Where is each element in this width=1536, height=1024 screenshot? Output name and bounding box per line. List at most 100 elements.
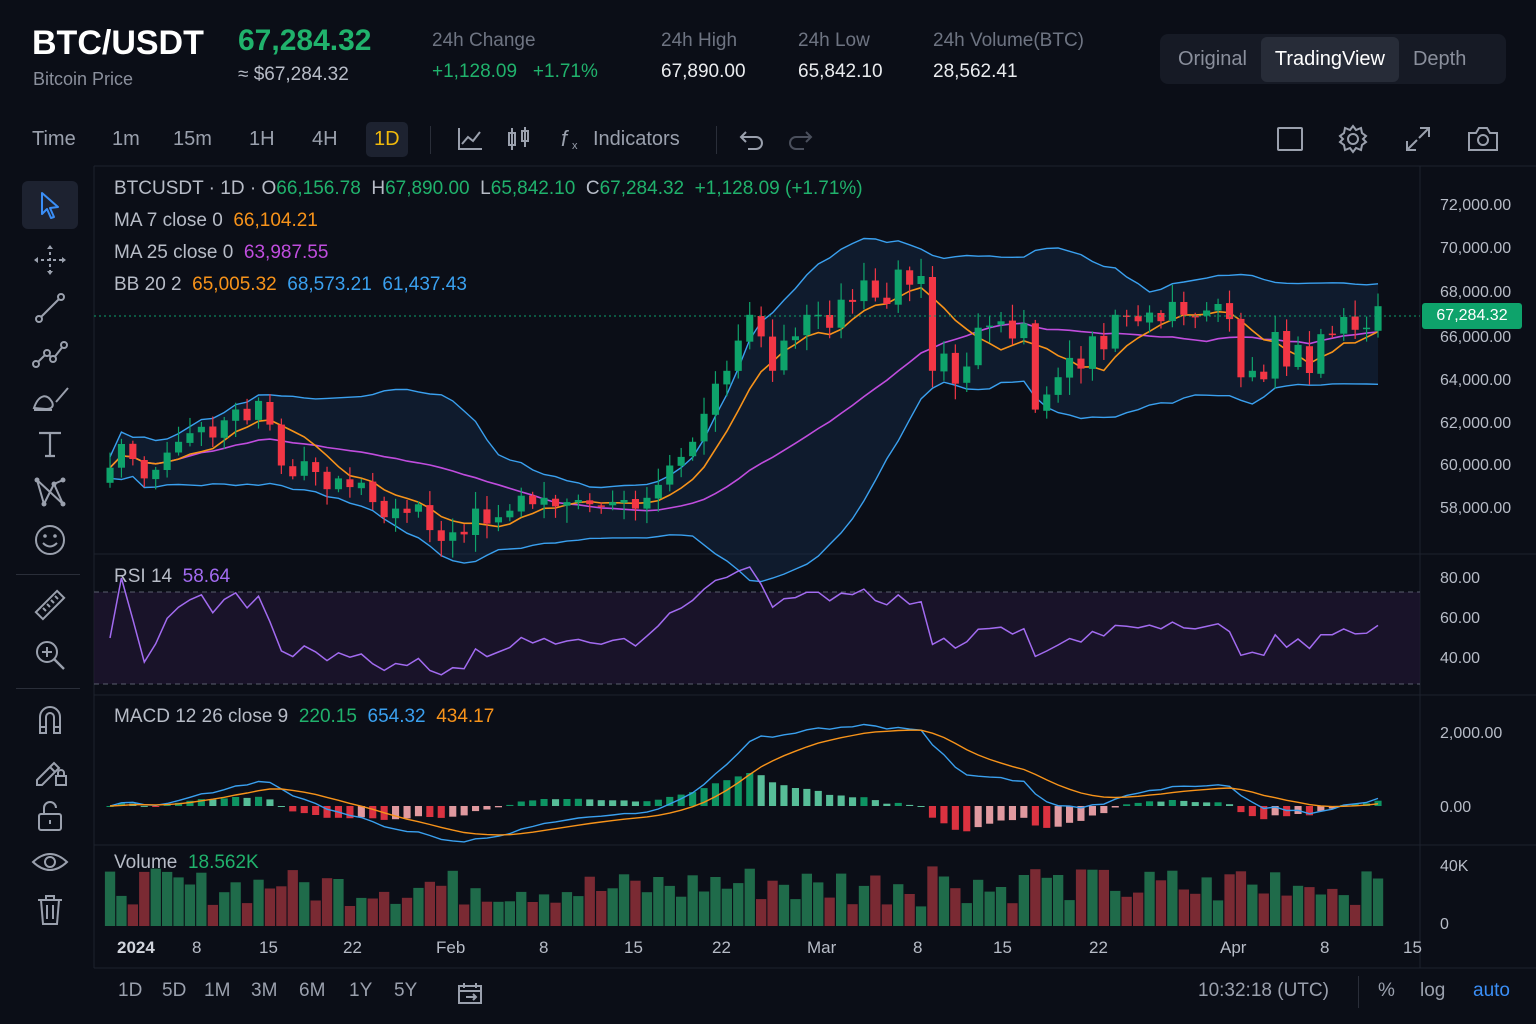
interval-4h[interactable]: 4H bbox=[312, 128, 338, 150]
camera-icon[interactable] bbox=[1463, 120, 1503, 158]
macd-histogram-bar bbox=[1214, 802, 1222, 806]
bb-legend[interactable]: BB 20 2 65,005.32 68,573.21 61,437.43 bbox=[114, 274, 467, 296]
eye-icon[interactable] bbox=[22, 838, 78, 886]
volume-bar bbox=[550, 902, 561, 926]
indicators-button[interactable]: Indicators bbox=[593, 128, 680, 150]
range-1m[interactable]: 1M bbox=[204, 980, 231, 1001]
interval-time[interactable]: Time bbox=[32, 128, 76, 150]
volume-bar bbox=[744, 868, 755, 926]
volume-bar bbox=[584, 876, 595, 926]
candle-body bbox=[928, 277, 936, 371]
macd-histogram-bar bbox=[1374, 800, 1382, 806]
ma7-legend[interactable]: MA 7 close 0 66,104.21 bbox=[114, 210, 318, 232]
range-1d[interactable]: 1D bbox=[118, 980, 143, 1001]
macd-histogram-bar bbox=[631, 801, 639, 806]
candle-body bbox=[540, 497, 548, 505]
text-tool-icon[interactable] bbox=[22, 420, 78, 468]
log-scale-toggle[interactable]: log bbox=[1420, 980, 1446, 1001]
price-tick: 72,000.00 bbox=[1440, 197, 1512, 214]
time-tick: Feb bbox=[436, 938, 466, 957]
legend-close: 67,284.32 bbox=[599, 178, 685, 199]
candles-icon[interactable] bbox=[499, 120, 539, 158]
smiley-icon[interactable] bbox=[22, 516, 78, 564]
bb-upper-line bbox=[109, 237, 1379, 489]
line-chart-icon[interactable] bbox=[450, 120, 490, 158]
range-1y[interactable]: 1Y bbox=[349, 980, 373, 1001]
interval-1h[interactable]: 1H bbox=[249, 128, 275, 150]
brush-icon[interactable] bbox=[22, 374, 78, 422]
layout-icon[interactable] bbox=[1270, 120, 1310, 158]
macd-histogram-bar bbox=[917, 806, 925, 807]
crosshair-icon[interactable] bbox=[22, 236, 78, 284]
redo-icon[interactable] bbox=[780, 120, 820, 158]
fullscreen-icon[interactable] bbox=[1398, 120, 1438, 158]
volume-bar bbox=[333, 879, 344, 926]
auto-scale-toggle[interactable]: auto bbox=[1473, 980, 1510, 1001]
range-5y[interactable]: 5Y bbox=[394, 980, 418, 1001]
candle-body bbox=[403, 508, 411, 513]
range-6m[interactable]: 6M bbox=[299, 980, 326, 1001]
macd-histogram-bar bbox=[197, 799, 205, 806]
volume-bar bbox=[721, 888, 732, 926]
legend-open: 66,156.78 bbox=[276, 178, 361, 199]
bb-fill bbox=[110, 238, 1378, 582]
macd-histogram-bar bbox=[1317, 806, 1325, 812]
ruler-icon[interactable] bbox=[22, 581, 78, 629]
undo-icon[interactable] bbox=[732, 120, 772, 158]
trash-icon[interactable] bbox=[22, 886, 78, 934]
range-3m[interactable]: 3M bbox=[251, 980, 278, 1001]
candle-body bbox=[483, 509, 491, 524]
volume-bar bbox=[150, 868, 161, 926]
candle-body bbox=[803, 314, 811, 336]
legend-symbol[interactable]: BTCUSDT bbox=[114, 178, 204, 199]
zoom-in-icon[interactable] bbox=[22, 631, 78, 679]
interval-1m[interactable]: 1m bbox=[112, 128, 140, 150]
candle-body bbox=[849, 299, 857, 302]
candle-body bbox=[494, 517, 502, 523]
volume-bar bbox=[1178, 889, 1189, 926]
toolbar-divider bbox=[430, 126, 431, 154]
macd-legend[interactable]: MACD 12 26 close 9 220.15 654.32 434.17 bbox=[114, 706, 494, 728]
date-range-icon[interactable] bbox=[456, 982, 484, 1012]
magnet-icon[interactable] bbox=[22, 696, 78, 744]
trendline-icon[interactable] bbox=[22, 284, 78, 332]
settings-gear-icon[interactable] bbox=[1333, 120, 1373, 158]
macd-histogram-bar bbox=[414, 806, 422, 817]
volume-label: Volume bbox=[114, 852, 178, 873]
macd-histogram-bar bbox=[597, 800, 605, 806]
macd-histogram-bar bbox=[689, 792, 697, 806]
ma25-legend[interactable]: MA 25 close 0 63,987.55 bbox=[114, 242, 328, 264]
volume-bar bbox=[915, 906, 927, 926]
tab-depth[interactable]: Depth bbox=[1412, 47, 1467, 70]
interval-15m[interactable]: 15m bbox=[173, 128, 212, 150]
volume-bar bbox=[1190, 893, 1201, 926]
macd-histogram-bar bbox=[494, 806, 502, 808]
macd-histogram-bar bbox=[1157, 801, 1165, 806]
candle-body bbox=[860, 280, 868, 302]
multipoint-line-icon[interactable] bbox=[22, 330, 78, 378]
interval-1d[interactable]: 1D bbox=[366, 122, 408, 157]
candle-body bbox=[1191, 315, 1199, 318]
macd-histogram-bar bbox=[552, 799, 560, 806]
candle-body bbox=[414, 504, 422, 512]
candle-body bbox=[609, 502, 617, 506]
tab-original[interactable]: Original bbox=[1178, 47, 1247, 70]
tab-tradingview[interactable]: TradingView bbox=[1260, 36, 1399, 82]
cursor-icon[interactable] bbox=[22, 181, 78, 229]
macd-histogram-bar bbox=[803, 788, 811, 806]
clock-display[interactable]: 10:32:18 (UTC) bbox=[1198, 980, 1329, 1001]
pattern-icon[interactable] bbox=[22, 468, 78, 516]
unlock-icon[interactable] bbox=[22, 792, 78, 840]
lock-drawing-icon[interactable] bbox=[22, 746, 78, 794]
volume-bar bbox=[447, 870, 458, 926]
rsi-legend[interactable]: RSI 14 58.64 bbox=[114, 566, 230, 588]
range-5d[interactable]: 5D bbox=[162, 980, 187, 1001]
macd-histogram-bar bbox=[1180, 800, 1188, 806]
volume-legend[interactable]: Volume 18.562K bbox=[114, 852, 259, 874]
percent-scale-toggle[interactable]: % bbox=[1378, 980, 1395, 1001]
volume-bar bbox=[641, 892, 653, 926]
legend-close-label: C bbox=[585, 178, 600, 199]
ticker-subtitle[interactable]: Bitcoin Price bbox=[33, 69, 134, 89]
